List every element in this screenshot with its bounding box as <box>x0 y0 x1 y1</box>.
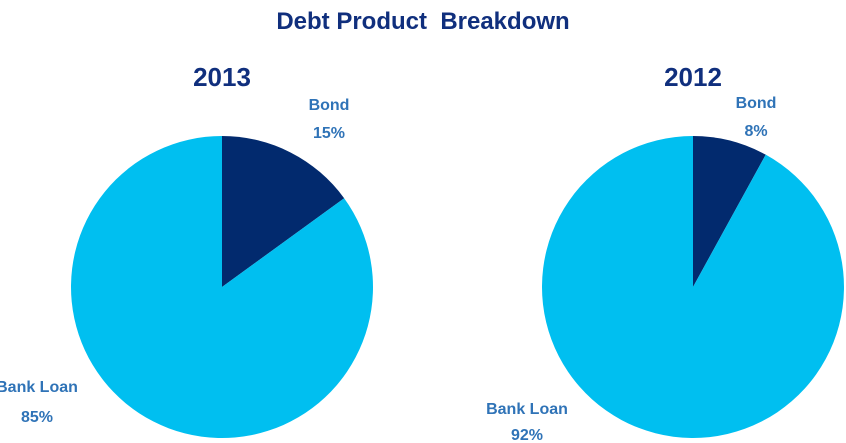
pie-chart-2013: 2013 Bond 15% Bank Loan 85% <box>0 62 374 438</box>
chart-title: Debt Product Breakdown <box>276 8 570 35</box>
slice-value-bond-2013: 15% <box>313 125 345 142</box>
pie-slice-bank-loan-2013 <box>71 136 374 438</box>
pie-title-2012: 2012 <box>664 62 722 92</box>
pie-slice-bond-2013 <box>222 136 345 287</box>
pie-slice-bank-loan-2012 <box>541 135 844 438</box>
slice-label-bank-loan-2013: Bank Loan <box>0 379 78 396</box>
slice-label-bond-2012: Bond <box>736 95 777 112</box>
slice-label-bank-loan-2012: Bank Loan <box>486 401 568 418</box>
slice-value-bank-loan-2013: 85% <box>21 409 53 426</box>
slice-value-bank-loan-2012: 92% <box>511 427 543 443</box>
pie-slice-bond-2012 <box>693 136 766 287</box>
slice-value-bond-2012: 8% <box>744 123 767 140</box>
pie-chart-2012: 2012 Bond 8% Bank Loan 92% <box>486 62 844 443</box>
slice-label-bond-2013: Bond <box>309 97 350 114</box>
pie-title-2013: 2013 <box>193 62 251 92</box>
